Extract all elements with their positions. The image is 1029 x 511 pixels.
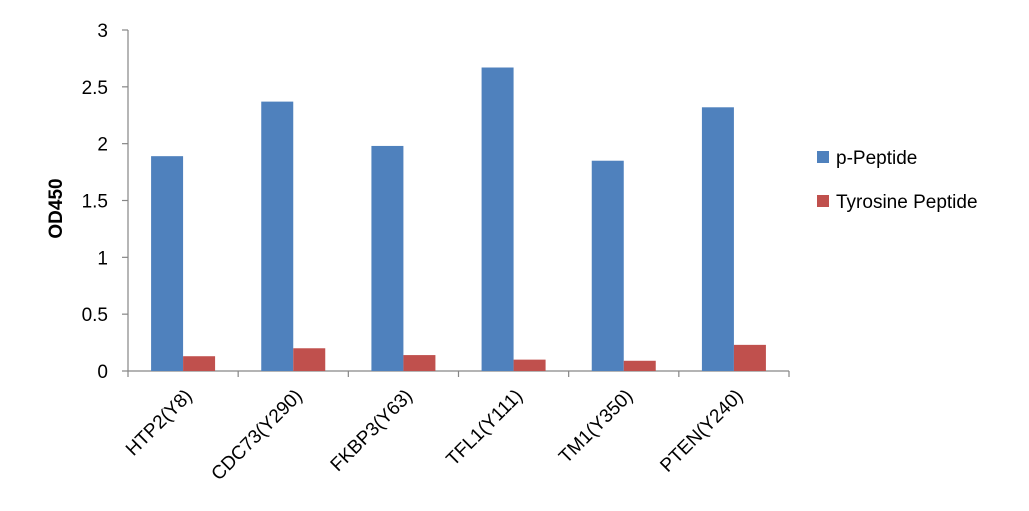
bar-tyrosine-peptide [293, 348, 326, 371]
legend-swatch [817, 151, 829, 163]
legend-label: Tyrosine Peptide [836, 192, 978, 213]
y-ticks: 0 0.5 1 1.5 2 2.5 3 [82, 21, 128, 383]
bar-tyrosine-peptide [623, 360, 656, 371]
bar-p-peptide [371, 145, 404, 371]
x-category-label: CDC73(Y290) [208, 386, 307, 485]
x-category-label: FKBP3(Y63) [327, 386, 417, 476]
bar-p-peptide [261, 101, 294, 372]
legend-swatch [817, 195, 829, 207]
bar-tyrosine-peptide [403, 355, 436, 371]
x-ticks [127, 371, 790, 377]
bar-p-peptide [591, 160, 624, 371]
y-tick-label: 1 [97, 248, 108, 269]
y-tick-label: 3 [97, 21, 108, 42]
legend-label: p-Peptide [836, 148, 917, 169]
bar-p-peptide [701, 107, 734, 371]
x-category-label: HTP2(Y8) [122, 386, 197, 461]
y-tick-label: 2.5 [82, 78, 108, 99]
bar-p-peptide [151, 156, 184, 371]
x-category-label: PTEN(Y240) [656, 386, 747, 477]
legend: p-Peptide Tyrosine Peptide [817, 148, 978, 213]
bar-tyrosine-peptide [183, 356, 216, 371]
y-axis-label: OD450 [46, 178, 67, 238]
y-tick-label: 2 [97, 135, 108, 156]
y-tick-label: 0.5 [82, 305, 108, 326]
bar-tyrosine-peptide [513, 359, 546, 371]
axes [127, 30, 789, 372]
y-tick-label: 0 [97, 362, 108, 383]
bar-tyrosine-peptide [733, 344, 766, 371]
bars [151, 67, 766, 372]
x-category-label: TFL1(Y111) [443, 386, 528, 471]
y-tick-label: 1.5 [82, 192, 108, 213]
x-category-label: TM1(Y350) [555, 386, 637, 468]
category-labels: HTP2(Y8) CDC73(Y290) FKBP3(Y63) TFL1(Y111) T… [122, 386, 747, 485]
bar-p-peptide [481, 67, 514, 371]
